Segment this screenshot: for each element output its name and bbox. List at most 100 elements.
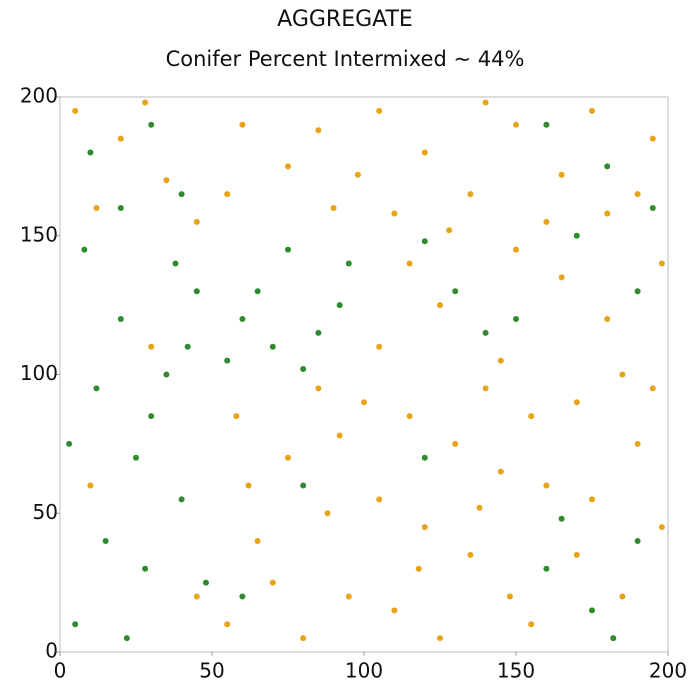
point	[123, 635, 130, 642]
point	[148, 343, 155, 350]
point	[558, 171, 565, 178]
point	[391, 607, 398, 614]
point	[604, 316, 611, 322]
point	[528, 413, 535, 420]
point	[193, 218, 200, 225]
point	[634, 288, 641, 295]
point	[421, 454, 428, 461]
point	[482, 99, 489, 106]
point	[619, 593, 626, 600]
point	[87, 482, 94, 489]
point	[254, 538, 261, 544]
point	[376, 496, 383, 503]
point	[658, 260, 665, 267]
point	[482, 385, 489, 392]
point	[117, 205, 124, 211]
point	[315, 127, 322, 134]
y-tick-label: 150	[20, 222, 58, 246]
point	[513, 246, 519, 253]
point	[634, 191, 641, 198]
point	[649, 385, 656, 392]
point	[467, 191, 474, 198]
point	[361, 399, 367, 406]
point	[133, 454, 139, 461]
point	[233, 413, 240, 420]
point	[476, 504, 483, 511]
point	[589, 107, 595, 114]
point	[81, 246, 88, 253]
point	[315, 329, 322, 336]
point	[345, 593, 352, 600]
point	[93, 385, 100, 392]
point	[649, 135, 656, 142]
point	[604, 163, 611, 170]
point	[543, 565, 550, 572]
x-tick-label: 150	[497, 659, 535, 683]
point	[573, 551, 580, 558]
point	[285, 246, 291, 253]
point	[142, 99, 149, 106]
point	[87, 149, 94, 156]
point	[482, 329, 489, 336]
point	[589, 496, 595, 503]
point	[202, 579, 209, 586]
point	[239, 121, 246, 128]
point	[178, 191, 185, 198]
x-tick-label: 200	[649, 659, 687, 683]
point	[142, 565, 149, 572]
point	[148, 121, 155, 128]
point	[634, 538, 641, 544]
point	[415, 565, 422, 572]
point	[649, 205, 656, 211]
point	[163, 177, 170, 184]
point	[634, 440, 641, 447]
point	[224, 621, 231, 628]
point	[117, 135, 124, 142]
point	[72, 107, 79, 114]
x-tick-label: 50	[199, 659, 224, 683]
y-tick-label: 50	[33, 500, 58, 524]
point	[178, 496, 185, 503]
point	[148, 413, 155, 420]
point	[406, 260, 413, 267]
point	[184, 343, 191, 350]
point	[315, 385, 322, 392]
point	[336, 432, 343, 439]
point	[300, 365, 307, 372]
point	[269, 579, 276, 586]
point	[239, 316, 246, 322]
point	[376, 107, 383, 114]
point	[193, 288, 200, 295]
y-tick-label: 0	[45, 639, 58, 663]
point	[446, 227, 453, 234]
point	[93, 205, 100, 211]
point	[573, 232, 580, 239]
chart-subtitle: Conifer Percent Intermixed ~ 44%	[166, 47, 525, 71]
point	[345, 260, 352, 267]
point	[300, 482, 307, 489]
point	[421, 524, 428, 531]
point	[543, 121, 550, 128]
point	[467, 551, 474, 558]
point	[224, 357, 231, 364]
point	[285, 163, 291, 170]
point	[324, 510, 331, 517]
point	[497, 357, 504, 364]
point	[543, 218, 550, 225]
point	[300, 635, 307, 642]
plot-frame	[59, 96, 669, 653]
point	[513, 316, 519, 322]
point	[391, 210, 398, 217]
point	[66, 440, 73, 447]
point	[543, 482, 550, 489]
point	[421, 238, 428, 245]
x-tick-label: 100	[345, 659, 383, 683]
y-tick-label: 100	[20, 361, 58, 385]
point	[117, 316, 124, 322]
point	[336, 302, 343, 309]
point	[102, 538, 109, 544]
point	[354, 171, 361, 178]
point	[224, 191, 231, 198]
point	[558, 515, 565, 522]
point	[437, 635, 443, 642]
